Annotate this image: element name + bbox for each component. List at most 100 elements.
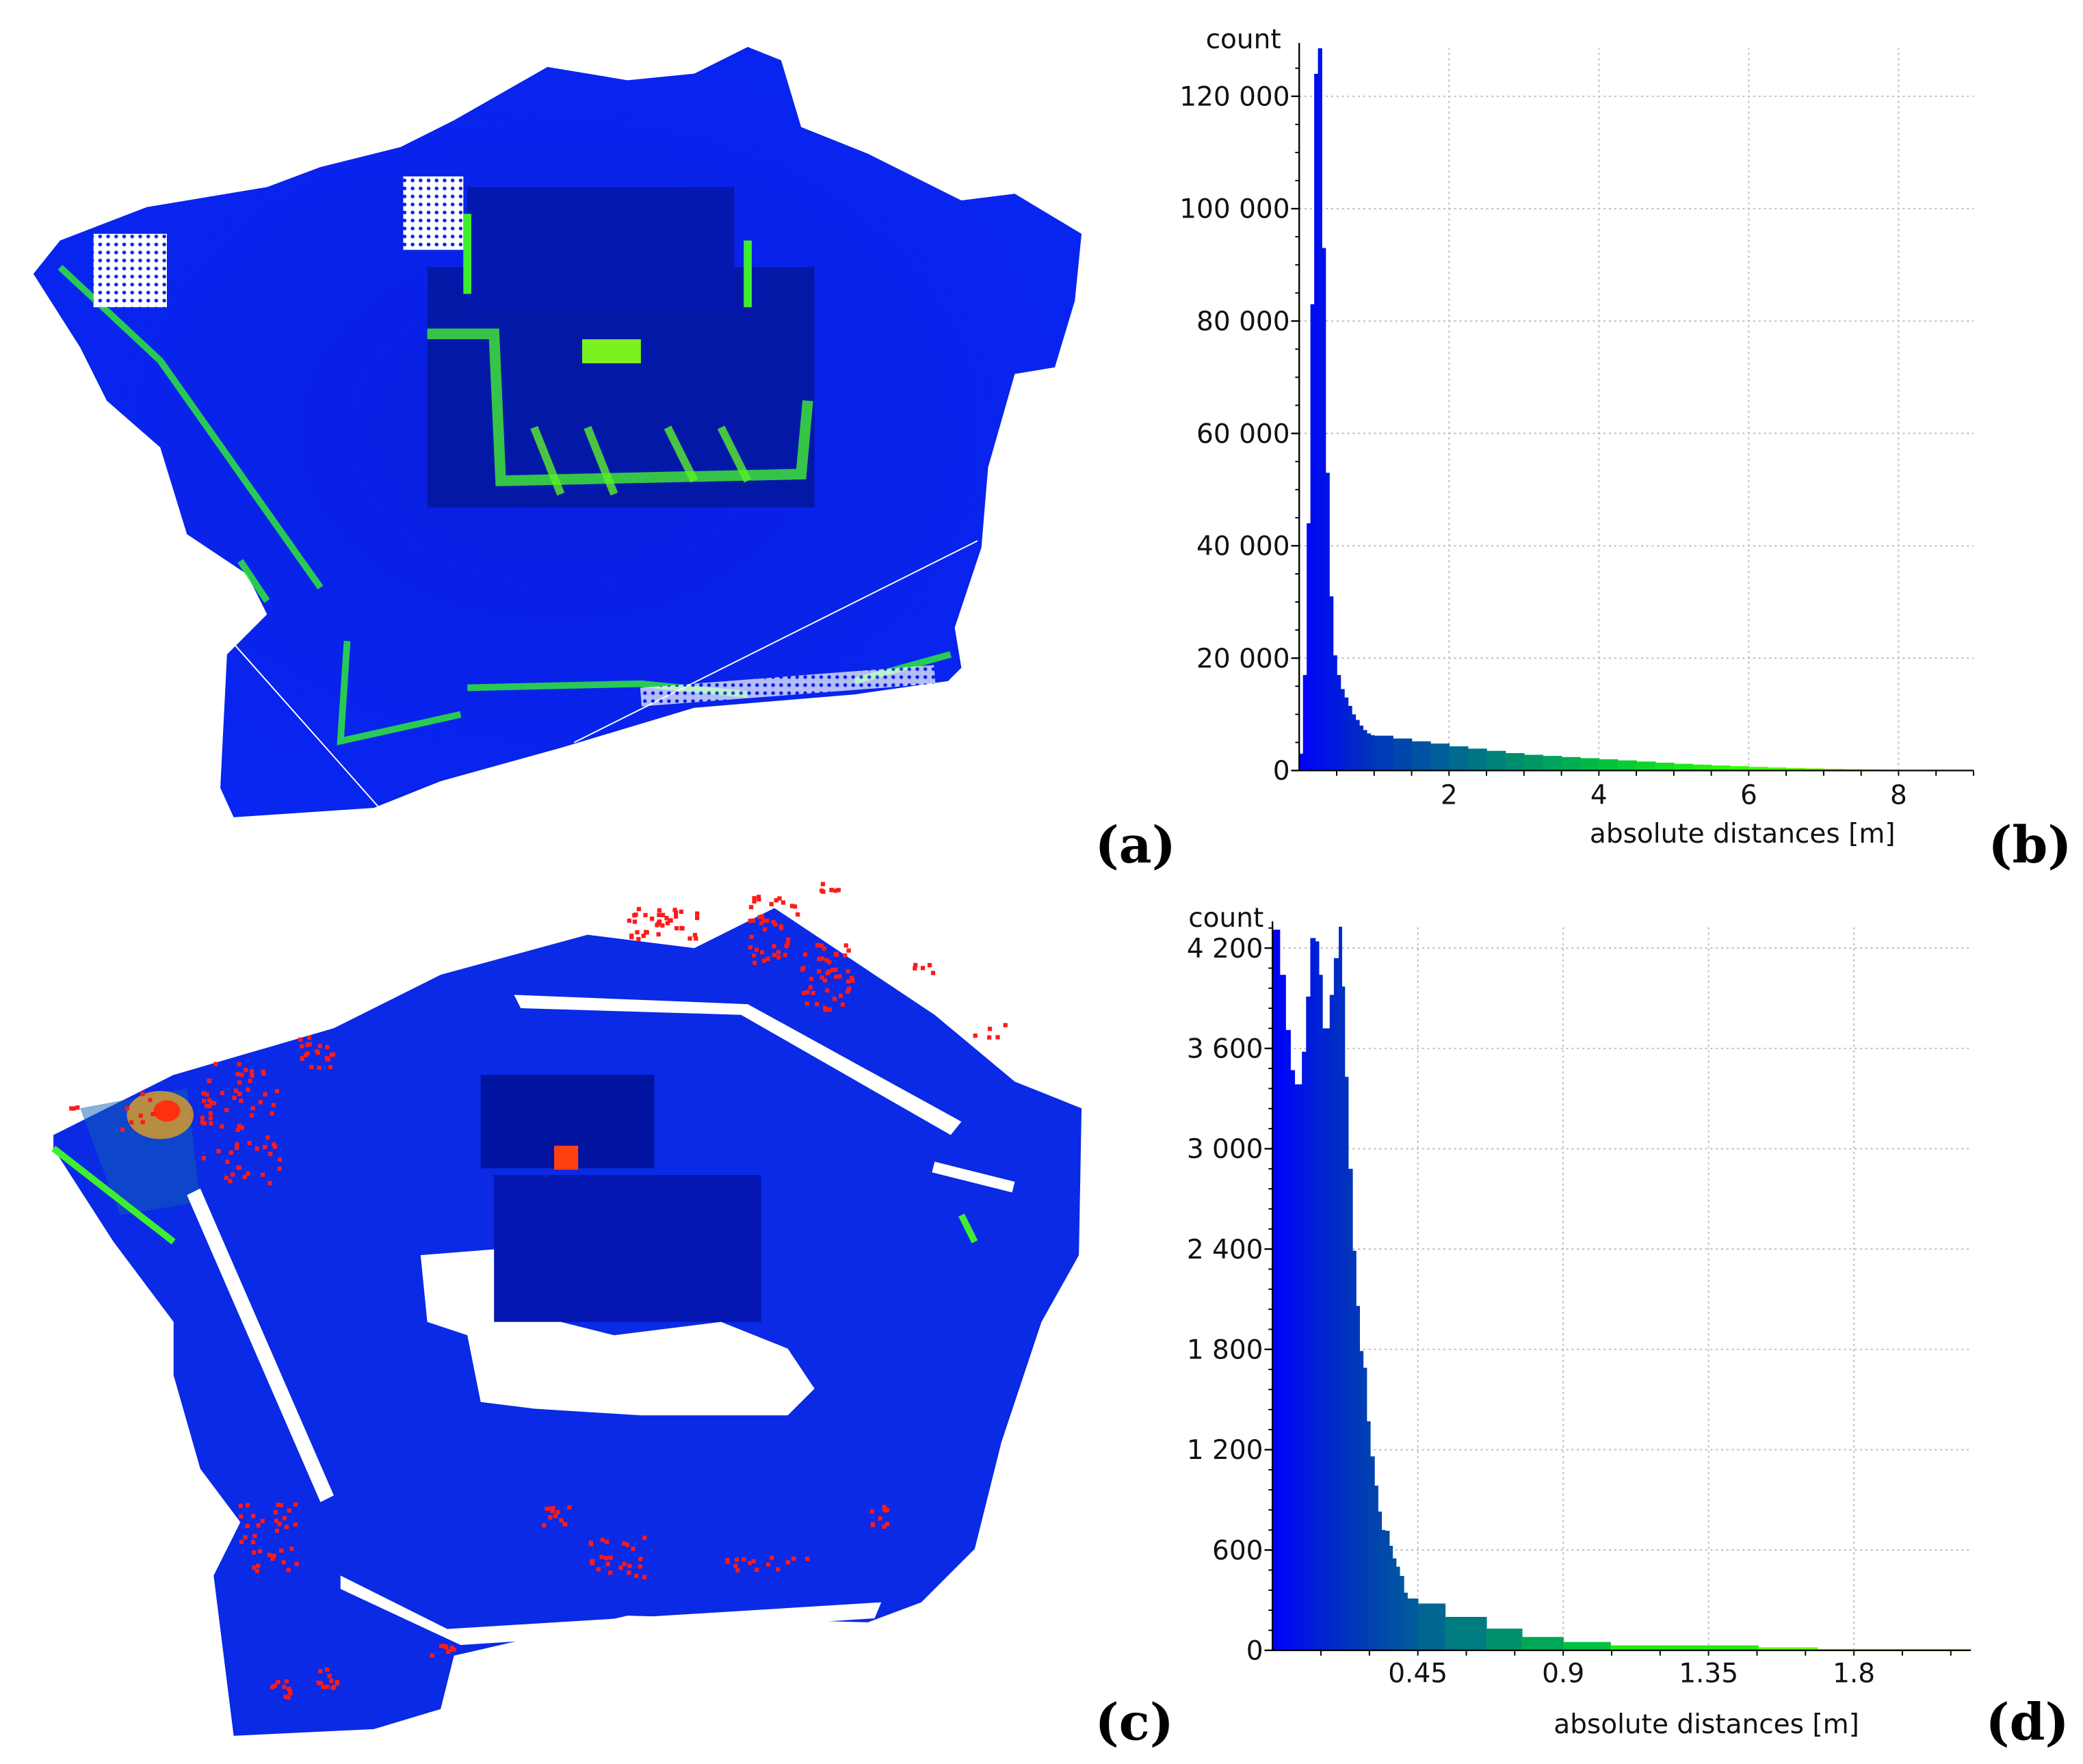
y-tick-label: 600 bbox=[1212, 1536, 1263, 1566]
outlier-point bbox=[827, 1007, 833, 1012]
panel-label-c: (c) bbox=[1095, 1693, 1174, 1752]
outlier-point bbox=[272, 1144, 278, 1149]
y-tick-label: 4 200 bbox=[1187, 934, 1263, 964]
outlier-point bbox=[274, 1089, 280, 1094]
histogram-bar bbox=[1351, 714, 1357, 771]
outlier-point bbox=[765, 956, 770, 962]
outlier-point bbox=[783, 952, 787, 958]
histogram-bar bbox=[1322, 1028, 1331, 1650]
outlier-point bbox=[811, 990, 815, 995]
outlier-point bbox=[850, 975, 854, 980]
outlier-point bbox=[286, 1568, 291, 1572]
histogram-bar bbox=[1366, 1421, 1371, 1650]
histogram-bar bbox=[1363, 730, 1367, 771]
histogram-bar bbox=[1767, 767, 1787, 771]
y-tick-label: 100 000 bbox=[1179, 194, 1289, 225]
outlier-point bbox=[237, 1092, 242, 1096]
outlier-point bbox=[913, 966, 917, 971]
outlier-point bbox=[672, 908, 677, 912]
outlier-point bbox=[282, 1685, 287, 1689]
outlier-point bbox=[254, 1568, 259, 1573]
outlier-point bbox=[335, 1679, 340, 1685]
outlier-point bbox=[588, 1540, 593, 1545]
outlier-point bbox=[765, 1562, 771, 1567]
panel-label-d: (d) bbox=[1986, 1693, 2069, 1752]
outlier-point bbox=[120, 1127, 125, 1132]
y-tick-label: 40 000 bbox=[1196, 531, 1290, 562]
outlier-point bbox=[451, 1647, 456, 1652]
panel-label-b: (b) bbox=[1988, 815, 2071, 875]
outlier-point bbox=[204, 1103, 209, 1109]
histogram-bar bbox=[1344, 1077, 1349, 1650]
histogram-bar bbox=[1333, 958, 1339, 1650]
outlier-point bbox=[238, 1503, 243, 1508]
outlier-point bbox=[288, 1689, 293, 1694]
histogram-bar bbox=[1370, 735, 1375, 771]
outlier-point bbox=[202, 1121, 207, 1126]
outlier-point bbox=[267, 1553, 272, 1557]
histogram-bar bbox=[1389, 1546, 1393, 1650]
outlier-point bbox=[735, 1568, 740, 1572]
histogram-bar bbox=[1523, 754, 1543, 771]
histogram-bar bbox=[1381, 1529, 1386, 1650]
outlier-point bbox=[553, 1514, 558, 1518]
outlier-point bbox=[802, 952, 808, 957]
outlier-point bbox=[201, 1091, 206, 1096]
outlier-point bbox=[239, 1540, 244, 1544]
outlier-point bbox=[207, 1103, 212, 1109]
outlier-point bbox=[237, 1080, 242, 1085]
histogram-bar bbox=[1294, 1084, 1302, 1650]
histogram-bar bbox=[1393, 738, 1413, 771]
outlier-point bbox=[913, 962, 918, 968]
outlier-point bbox=[761, 958, 767, 963]
histogram-bar bbox=[1486, 750, 1506, 771]
outlier-point bbox=[824, 958, 829, 963]
outlier-point bbox=[754, 947, 759, 952]
outlier-point bbox=[242, 1174, 247, 1179]
outlier-point bbox=[822, 978, 828, 983]
scan-line bbox=[233, 643, 382, 810]
histogram-bar bbox=[1805, 768, 1824, 771]
outlier-point bbox=[608, 1570, 613, 1575]
outlier-point bbox=[770, 1555, 774, 1560]
outlier-point bbox=[289, 1546, 294, 1551]
outlier-point bbox=[642, 1575, 647, 1579]
outlier-point bbox=[625, 1542, 630, 1547]
outlier-point bbox=[201, 1156, 206, 1161]
outlier-point bbox=[815, 1001, 820, 1007]
outlier-point bbox=[555, 1510, 560, 1514]
outlier-point bbox=[656, 932, 661, 937]
y-tick-label: 1 800 bbox=[1187, 1334, 1263, 1365]
y-tick-label: 60 000 bbox=[1196, 419, 1290, 449]
outlier-point bbox=[761, 919, 767, 923]
histogram-bar bbox=[1385, 1531, 1390, 1650]
outlier-point bbox=[443, 1645, 449, 1650]
outlier-point bbox=[140, 1092, 145, 1096]
outlier-point bbox=[819, 943, 824, 948]
outlier-point bbox=[245, 1523, 250, 1529]
outlier-point bbox=[692, 932, 698, 938]
outlier-point bbox=[833, 888, 838, 893]
outlier-point bbox=[840, 1002, 845, 1007]
outlier-point bbox=[271, 1103, 276, 1107]
outlier-point bbox=[239, 1514, 244, 1519]
x-tick-label: 1.8 bbox=[1833, 1659, 1875, 1689]
outlier-point bbox=[563, 1522, 568, 1527]
outlier-point bbox=[605, 1540, 610, 1544]
outlier-point bbox=[883, 1508, 888, 1513]
outlier-point bbox=[200, 1116, 205, 1120]
outlier-point bbox=[657, 908, 662, 913]
histogram-bar bbox=[1823, 769, 1844, 771]
outlier-point bbox=[228, 1150, 233, 1155]
outlier-point bbox=[987, 1027, 993, 1031]
y-tick-label: 3 000 bbox=[1187, 1134, 1263, 1165]
histogram-bar bbox=[1340, 689, 1345, 771]
outlier-point bbox=[752, 899, 757, 904]
histogram-bar bbox=[1333, 655, 1337, 771]
outlier-point bbox=[694, 915, 700, 921]
histogram-bar bbox=[1486, 1629, 1523, 1650]
histogram-bar bbox=[1348, 1168, 1353, 1650]
outlier-point bbox=[769, 901, 774, 906]
histogram-bar bbox=[1378, 1511, 1383, 1650]
outlier-point bbox=[784, 943, 789, 949]
